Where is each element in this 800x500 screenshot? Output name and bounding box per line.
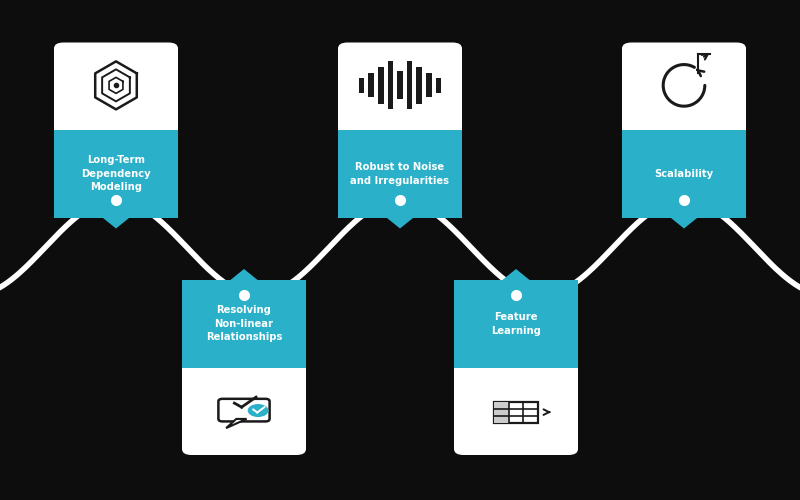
Bar [369,74,374,98]
Bar [182,280,306,368]
Bar [435,78,442,92]
Text: Long-Term
Dependency
Modeling: Long-Term Dependency Modeling [81,155,151,192]
Bar [454,280,578,368]
Text: Resolving
Non-linear
Relationships: Resolving Non-linear Relationships [206,305,282,343]
FancyBboxPatch shape [338,130,462,218]
Bar [416,67,422,104]
Bar [182,324,306,368]
FancyBboxPatch shape [454,280,578,368]
Bar [338,130,462,174]
FancyBboxPatch shape [182,280,306,455]
Bar [388,62,394,110]
Polygon shape [502,269,530,280]
Polygon shape [230,269,258,280]
FancyBboxPatch shape [182,280,306,368]
FancyBboxPatch shape [54,130,178,218]
Text: Feature
Learning: Feature Learning [491,312,541,336]
Polygon shape [386,218,414,228]
Polygon shape [670,218,698,228]
Bar [426,74,432,98]
Polygon shape [102,218,130,228]
FancyBboxPatch shape [54,42,178,218]
Bar [338,130,462,218]
Bar [54,130,178,218]
Bar [454,324,578,368]
Bar [406,62,413,110]
Bar [494,402,509,422]
Bar [358,78,365,92]
Bar [494,402,538,422]
Bar [622,130,746,218]
Text: Robust to Noise
and Irregularities: Robust to Noise and Irregularities [350,162,450,186]
Polygon shape [226,419,246,428]
FancyBboxPatch shape [622,42,746,218]
FancyBboxPatch shape [454,280,578,455]
FancyBboxPatch shape [622,130,746,218]
Text: Scalability: Scalability [654,169,714,179]
Bar [378,67,384,104]
Circle shape [248,404,269,417]
Bar [397,72,402,100]
Bar [622,130,746,174]
FancyBboxPatch shape [338,42,462,218]
Bar [54,130,178,174]
